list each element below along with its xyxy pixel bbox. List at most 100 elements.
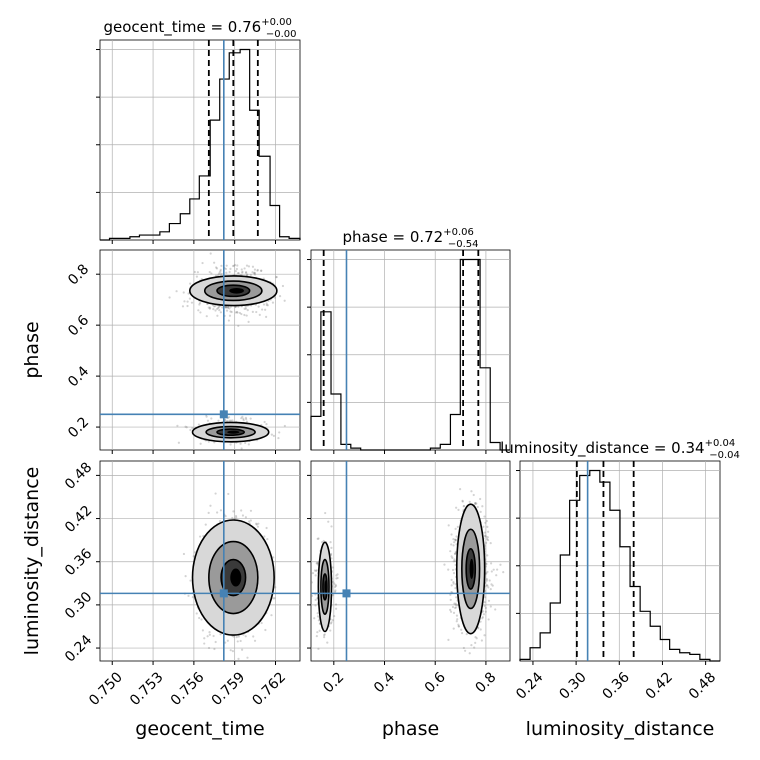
sample-point [454, 538, 457, 542]
sample-point [477, 627, 480, 630]
sample-point [265, 422, 268, 426]
panel-title-luminosity_distance: luminosity_distance = 0.34+0.04 −0.04 [500, 438, 740, 461]
contour-3 [191, 519, 275, 636]
sample-point [452, 538, 455, 541]
sample-point [275, 275, 278, 279]
sample-point [454, 559, 457, 563]
sample-point [479, 497, 482, 501]
sample-point [214, 492, 217, 495]
sample-point [316, 615, 320, 618]
sample-point [329, 541, 332, 544]
x-tick-label-geocent_time-1: 0.753 [127, 669, 167, 709]
sample-point [212, 307, 215, 311]
sample-point [177, 441, 180, 444]
sample-point [231, 516, 234, 520]
title-minus-phase: −0.54 [448, 239, 479, 250]
sample-point [449, 598, 452, 601]
sample-point [460, 631, 464, 635]
sample-point [452, 627, 455, 630]
sample-point [244, 441, 247, 445]
sample-point [212, 305, 216, 308]
contour-2 [205, 425, 256, 439]
sample-point [234, 270, 237, 273]
sample-point [257, 305, 260, 308]
sample-point [502, 571, 505, 574]
sample-point [453, 602, 456, 605]
sample-point [482, 613, 486, 616]
sample-point [208, 307, 212, 310]
sample-point [489, 605, 492, 608]
sample-point [231, 649, 235, 653]
sample-point [237, 657, 240, 660]
y-tick-label-luminosity_distance-4: 0.48 [62, 459, 95, 492]
sample-point [195, 275, 199, 278]
y-tick-label-luminosity_distance-3: 0.42 [62, 503, 95, 536]
sample-point [240, 648, 244, 651]
sample-point [323, 636, 326, 639]
sample-point [251, 310, 254, 313]
sample-point [453, 541, 456, 544]
sample-point [191, 426, 194, 430]
y-tick-label-phase-2: 0.6 [65, 312, 92, 339]
sample-point [486, 554, 489, 557]
panel-content [100, 461, 300, 661]
title-main-geocent_time: geocent_time = 0.76 [104, 18, 262, 37]
sample-point [331, 566, 334, 569]
sample-point [330, 546, 333, 549]
sample-point [195, 612, 198, 615]
sample-point [451, 568, 455, 572]
x-tick-label-geocent_time-3: 0.759 [209, 669, 249, 709]
sample-point [225, 306, 228, 309]
sample-point [313, 569, 317, 572]
sample-point [485, 579, 488, 582]
sample-point [197, 423, 200, 426]
sample-point [218, 309, 221, 312]
sample-point [229, 419, 232, 422]
sample-point [199, 442, 202, 445]
sample-point [331, 594, 335, 597]
sample-point [187, 292, 190, 295]
title-main-luminosity_distance: luminosity_distance = 0.34 [500, 439, 704, 458]
sample-point [252, 635, 255, 638]
sample-point [182, 552, 186, 556]
sample-point [255, 310, 258, 314]
sample-point [228, 270, 231, 274]
sample-point [189, 428, 192, 432]
sample-point [484, 606, 487, 610]
sample-point [247, 320, 250, 323]
sample-point [452, 582, 455, 585]
sample-point [218, 520, 222, 523]
hist-frame-phase [310, 249, 511, 451]
sample-point [485, 535, 488, 538]
x-tick-label-luminosity_distance-4: 0.48 [686, 669, 719, 702]
x-tick-label-phase-1: 0.4 [371, 669, 398, 696]
sample-point [253, 268, 257, 271]
sample-point [485, 562, 488, 566]
sample-point [261, 308, 264, 311]
sample-point [314, 569, 318, 572]
sample-point [227, 492, 230, 496]
sample-point [224, 306, 228, 309]
sample-point [483, 634, 486, 637]
sample-point [225, 264, 228, 267]
sample-point [452, 560, 455, 563]
sample-point [236, 311, 239, 314]
sample-point [246, 308, 249, 312]
sample-point [240, 268, 243, 271]
sample-point [465, 633, 468, 636]
y-tick-label-phase-3: 0.8 [65, 261, 92, 288]
sample-point [281, 284, 285, 288]
sample-point [225, 271, 228, 274]
x-tick-label-phase-3: 0.8 [472, 669, 499, 696]
sample-point [489, 588, 492, 591]
title-plus-geocent_time: +0.00 [261, 17, 292, 28]
sample-point [258, 313, 261, 316]
sample-point [219, 509, 223, 512]
sample-point [209, 504, 212, 507]
sample-point [449, 608, 452, 611]
contour-1 [216, 428, 246, 437]
x-axis-label-luminosity_distance: luminosity_distance [526, 718, 715, 740]
sample-point [251, 271, 254, 274]
sample-point [455, 596, 458, 599]
sample-point [452, 544, 455, 547]
